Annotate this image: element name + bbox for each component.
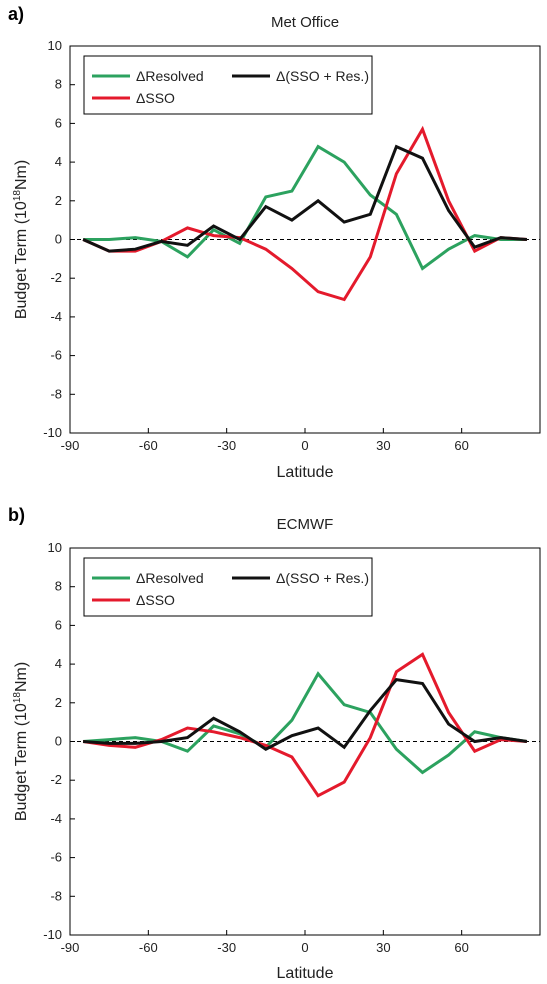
y-axis-label: Budget Term (1018Nm): [12, 662, 30, 821]
x-tick-label: 0: [301, 438, 308, 453]
y-tick-label: 6: [55, 115, 62, 130]
y-tick-label: 4: [55, 154, 62, 169]
y-axis-label-sup: 18: [12, 692, 23, 704]
legend-label: ΔSSO: [136, 592, 175, 608]
legend-label: ΔSSO: [136, 90, 175, 106]
x-tick-label: -30: [217, 438, 236, 453]
panel-0: a) Met Office -10 -8 -6 -4 -2 0 2 4 6 8 10 -90 -60 -30 0…: [8, 4, 541, 481]
y-tick-label: 8: [55, 579, 62, 594]
y-tick-label: 2: [55, 193, 62, 208]
x-tick-label: 60: [454, 438, 468, 453]
legend-box: [83, 55, 373, 115]
series-line-1: [82, 652, 528, 798]
y-tick-label: -8: [50, 888, 62, 903]
y-tick-label: -6: [50, 348, 62, 363]
series-line-0: [82, 671, 528, 775]
y-axis-label-sup: 18: [12, 190, 23, 202]
y-axis-label-suffix: Nm): [13, 662, 30, 692]
series-line-2: [82, 144, 528, 253]
y-tick-label: -2: [50, 270, 62, 285]
x-tick-label: -60: [139, 438, 158, 453]
x-tick-label: -90: [61, 940, 80, 955]
series-line-1: [82, 125, 528, 302]
y-tick-label: -6: [50, 850, 62, 865]
x-axis-label: Latitude: [277, 464, 334, 481]
y-tick-label: 10: [48, 38, 62, 53]
x-tick-label: 30: [376, 940, 390, 955]
legend-box: [83, 557, 373, 617]
panel-1: b) ECMWF -10 -8 -6 -4 -2 0 2 4 6 8 10 -90 -60 -30 0 30 60 L…: [8, 505, 541, 982]
y-axis-label: Budget Term (1018Nm): [12, 160, 30, 319]
y-tick-label: 0: [55, 734, 62, 749]
x-tick-label: -30: [217, 940, 236, 955]
y-tick-label: 6: [55, 617, 62, 632]
legend-label: Δ(SSO + Res.): [276, 68, 369, 84]
legend-label: ΔResolved: [136, 68, 204, 84]
x-tick-label: 60: [454, 940, 468, 955]
y-tick-label: 8: [55, 77, 62, 92]
x-axis-label: Latitude: [277, 965, 334, 982]
y-axis-label-prefix: Budget Term (10: [13, 703, 30, 821]
x-tick-label: -60: [139, 940, 158, 955]
y-tick-label: -8: [50, 386, 62, 401]
y-tick-label: -10: [43, 425, 62, 440]
y-tick-label: -10: [43, 927, 62, 942]
chart-title: ECMWF: [277, 516, 334, 533]
y-tick-label: 4: [55, 656, 62, 671]
y-tick-label: 10: [48, 540, 62, 555]
x-tick-label: -90: [61, 438, 80, 453]
y-tick-label: -4: [50, 811, 62, 826]
y-tick-label: -2: [50, 772, 62, 787]
y-axis-label-prefix: Budget Term (10: [13, 201, 30, 319]
y-tick-label: 0: [55, 232, 62, 247]
legend-label: Δ(SSO + Res.): [276, 570, 369, 586]
panel-letter: a): [8, 4, 24, 24]
legend-label: ΔResolved: [136, 570, 204, 586]
y-tick-label: -4: [50, 309, 62, 324]
y-tick-label: 2: [55, 695, 62, 710]
panel-letter: b): [8, 505, 25, 525]
x-tick-label: 0: [301, 940, 308, 955]
chart-title: Met Office: [271, 14, 339, 31]
y-axis-label-suffix: Nm): [13, 160, 30, 190]
x-tick-label: 30: [376, 438, 390, 453]
series-line-0: [83, 144, 527, 271]
series-line-2: [82, 677, 528, 751]
